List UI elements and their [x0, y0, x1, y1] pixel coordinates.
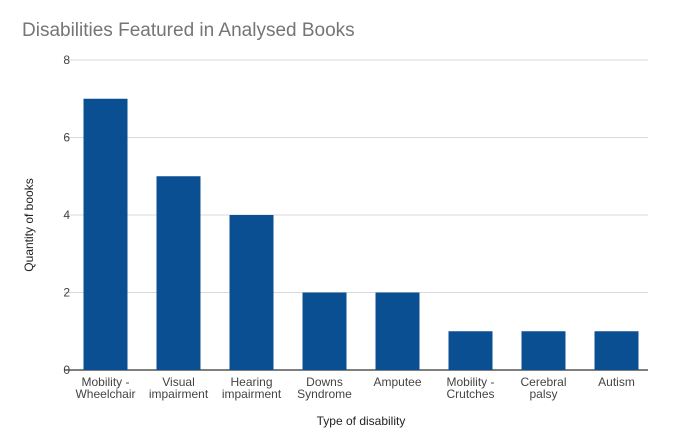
x-tick-label: Autism — [598, 375, 635, 389]
gridlines — [64, 59, 648, 371]
bar — [448, 331, 493, 370]
y-tick-label: 0 — [63, 363, 70, 377]
bar — [83, 98, 128, 370]
x-tick-label: Amputee — [373, 375, 421, 389]
bar — [302, 292, 347, 370]
x-tick-label: Cerebral palsy — [520, 375, 566, 401]
chart-title: Disabilities Featured in Analysed Books — [22, 20, 355, 41]
bar — [156, 176, 201, 370]
x-tick-labels: Mobility -Wheelchair Visual impairment Hear… — [75, 375, 634, 401]
y-axis-title: Quantity of books — [22, 178, 36, 271]
x-axis-title: Type of disability — [317, 414, 406, 428]
bar — [521, 331, 566, 370]
x-tick-label: Downs Syndrome — [297, 375, 352, 401]
x-tick-label: Mobility -Crutches — [446, 375, 494, 401]
y-tick-label: 4 — [63, 208, 70, 222]
y-tick-label: 8 — [63, 53, 70, 67]
x-tick-label: Visual impairment — [149, 375, 209, 401]
x-tick-label: Hearing impairment — [222, 375, 282, 401]
y-tick-label: 6 — [63, 131, 70, 145]
y-tick-labels: 0 2 4 6 8 — [63, 53, 70, 377]
bar — [594, 331, 639, 370]
bar — [375, 292, 420, 370]
y-tick-label: 2 — [63, 286, 70, 300]
x-tick-label: Mobility -Wheelchair — [75, 375, 135, 401]
bar — [229, 215, 274, 370]
bars — [83, 98, 639, 370]
